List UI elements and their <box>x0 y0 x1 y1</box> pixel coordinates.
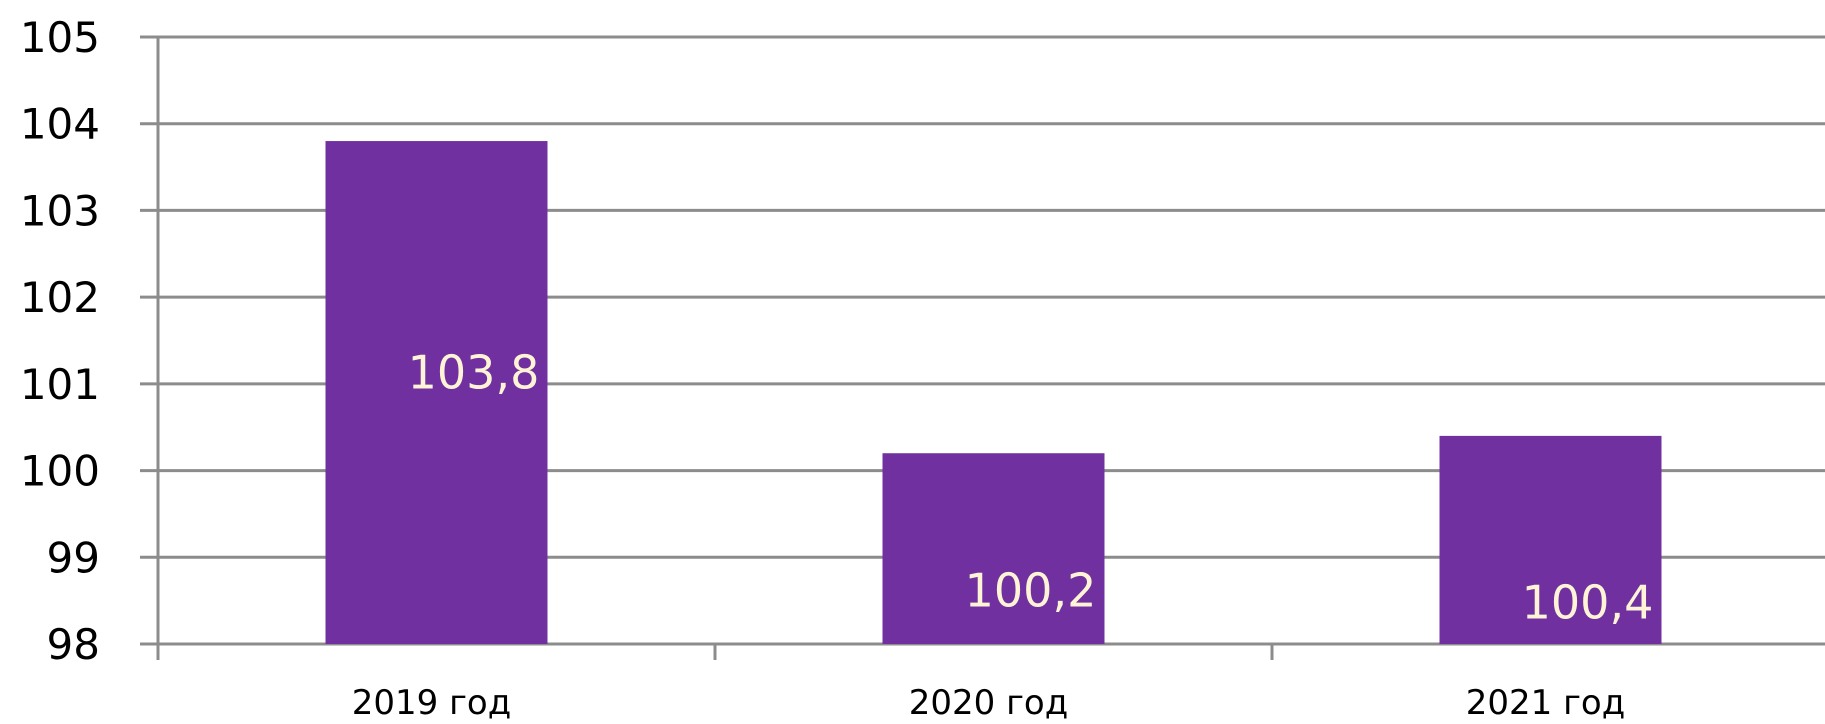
y-tick-label: 104 <box>20 100 100 149</box>
y-tick-label: 100 <box>20 447 100 496</box>
y-tick-label: 102 <box>20 273 100 322</box>
bar <box>1439 435 1662 644</box>
data-label: 100,2 <box>965 564 1097 618</box>
y-tick-label: 105 <box>20 13 100 62</box>
bar <box>325 141 548 645</box>
x-tick-label: 2019 год <box>352 683 512 723</box>
y-tick-label: 101 <box>20 360 100 409</box>
data-label: 103,8 <box>408 345 540 399</box>
x-tick-label: 2020 год <box>909 683 1069 723</box>
bars <box>325 141 1662 645</box>
y-tick-label: 99 <box>47 533 100 582</box>
labels: 98 99 100 101 102 103 104 105 103,8 2019 год 100,2… <box>20 13 1654 723</box>
data-label: 100,4 <box>1522 575 1654 629</box>
bar <box>882 453 1105 644</box>
axes <box>140 35 1274 660</box>
x-tick-label: 2021 год <box>1466 683 1626 723</box>
y-tick-label: 98 <box>47 620 100 669</box>
y-tick-label: 103 <box>20 186 100 235</box>
